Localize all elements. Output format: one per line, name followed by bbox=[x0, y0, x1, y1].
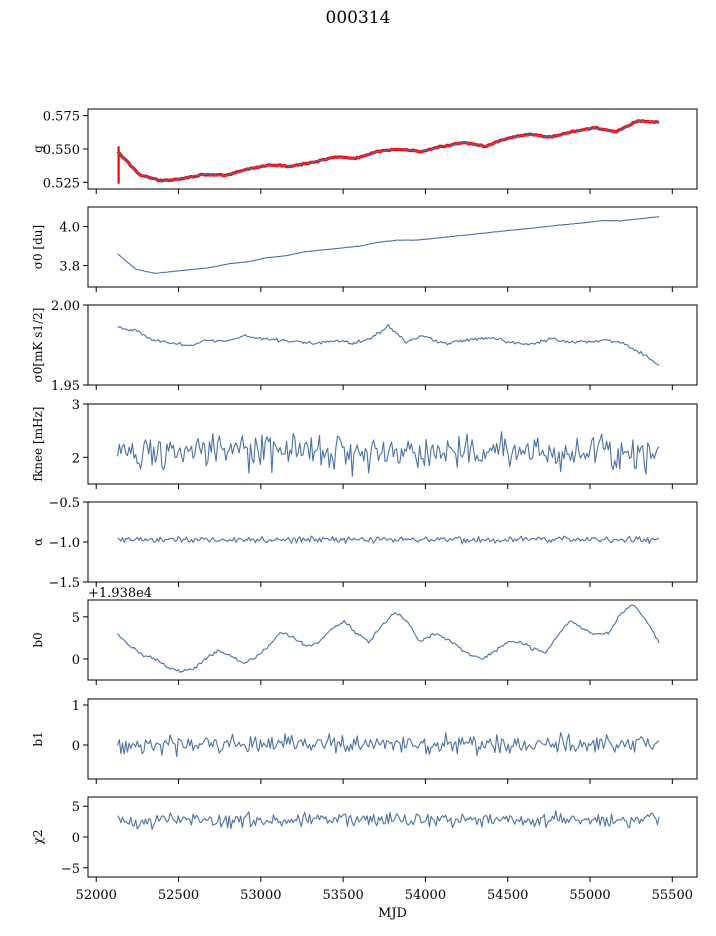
y-axis-label: fknee [mHz] bbox=[31, 407, 45, 482]
x-tick-label: 54500 bbox=[487, 888, 528, 903]
y-tick-label: 0.525 bbox=[43, 176, 80, 191]
panel-frame bbox=[87, 304, 698, 386]
figure-title: 000314 bbox=[325, 8, 391, 28]
x-tick-label: 52000 bbox=[76, 888, 117, 903]
y-tick-label: 4.0 bbox=[59, 221, 80, 236]
y-tick-label: 0 bbox=[72, 653, 80, 668]
series-line bbox=[117, 604, 660, 673]
y-tick-label: 2 bbox=[72, 451, 80, 466]
y-tick-label: 3.8 bbox=[59, 260, 80, 275]
series-line bbox=[117, 120, 660, 182]
series-line bbox=[117, 216, 660, 274]
series-line bbox=[117, 535, 660, 545]
y-tick-label: −0.5 bbox=[48, 496, 80, 511]
panel-frame bbox=[87, 599, 698, 681]
series-line bbox=[117, 732, 660, 758]
x-tick-label: 53500 bbox=[322, 888, 363, 903]
y-tick-label: 0.550 bbox=[43, 143, 80, 158]
y-tick-label: 2.00 bbox=[51, 299, 80, 314]
y-tick-label: −1.0 bbox=[48, 536, 80, 551]
x-tick-label: 54000 bbox=[405, 888, 446, 903]
axis-offset-label: +1.938e4 bbox=[88, 586, 152, 601]
panel-frame bbox=[87, 206, 698, 288]
series-line bbox=[117, 323, 660, 366]
y-axis-label: σ0 [du] bbox=[31, 225, 45, 269]
panel-frame bbox=[87, 796, 698, 878]
y-tick-label: 5 bbox=[72, 611, 80, 626]
x-tick-label: 52500 bbox=[158, 888, 199, 903]
y-axis-label: g bbox=[31, 145, 45, 153]
x-tick-label: 55500 bbox=[652, 888, 693, 903]
series-line bbox=[117, 431, 660, 477]
y-tick-label: 3 bbox=[72, 398, 80, 413]
y-tick-label: 1.95 bbox=[51, 379, 80, 394]
y-axis-label: b1 bbox=[31, 731, 45, 746]
y-tick-label: 5 bbox=[72, 800, 80, 815]
y-axis-label: σ0[mK s1/2] bbox=[31, 308, 45, 383]
y-tick-label: 0 bbox=[72, 739, 80, 754]
y-tick-label: −1.5 bbox=[48, 576, 80, 591]
y-tick-label: 0.575 bbox=[43, 110, 80, 125]
panel-frame bbox=[87, 501, 698, 583]
x-tick-label: 53000 bbox=[240, 888, 281, 903]
y-tick-label: −5 bbox=[61, 862, 80, 877]
panel-frame bbox=[87, 403, 698, 485]
y-tick-label: 0 bbox=[72, 831, 80, 846]
y-tick-label: 1 bbox=[72, 699, 80, 714]
series-line bbox=[117, 810, 660, 830]
panel-frame bbox=[87, 698, 698, 780]
x-tick-label: 55000 bbox=[569, 888, 610, 903]
y-axis-label: α bbox=[31, 538, 45, 546]
x-axis-label: MJD bbox=[378, 906, 407, 921]
y-axis-label: b0 bbox=[31, 632, 45, 647]
y-axis-label: χ2 bbox=[31, 830, 45, 845]
